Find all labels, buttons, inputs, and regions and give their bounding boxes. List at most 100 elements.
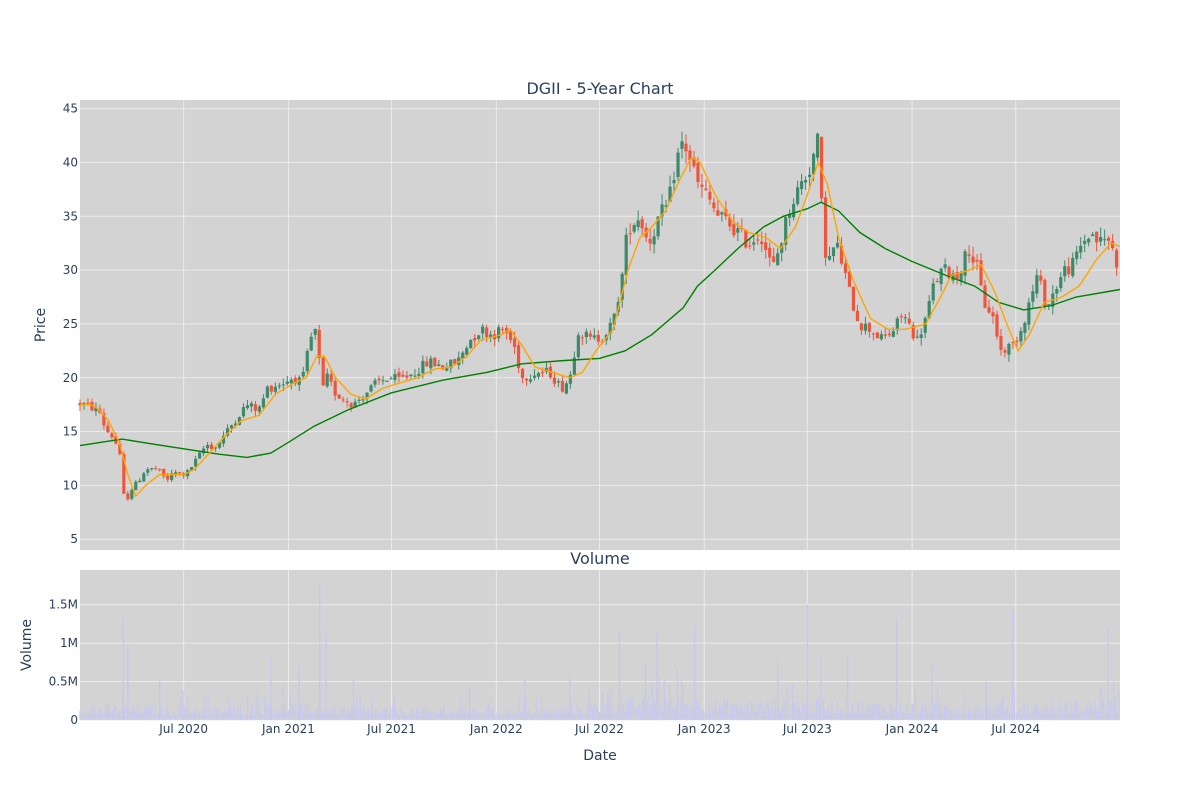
- volume-bar: [598, 712, 601, 720]
- volume-bar: [279, 712, 281, 720]
- candle-down: [700, 184, 704, 187]
- volume-bar: [168, 710, 170, 720]
- volume-spike-bar: [1011, 610, 1014, 720]
- volume-bar: [180, 695, 182, 720]
- volume-bar: [679, 712, 681, 720]
- volume-bar: [472, 707, 474, 720]
- volume-bar: [1046, 705, 1048, 720]
- volume-bar: [246, 698, 249, 720]
- volume-bar: [894, 707, 896, 720]
- price-y-tick: 25: [63, 317, 78, 331]
- date-x-tick: Jan 2021: [261, 722, 315, 736]
- volume-bar: [588, 689, 590, 720]
- volume-bar: [197, 714, 199, 720]
- volume-bar: [1024, 703, 1026, 720]
- volume-bar: [94, 708, 96, 720]
- volume-bar: [527, 712, 529, 720]
- volume-panel: 0 0.5M 1M 1.5M Jul 2020 Jan 2021 Jul 2021 Jan …: [19, 549, 1120, 764]
- candle-down: [126, 493, 130, 500]
- candle-down: [855, 310, 860, 322]
- volume-bar: [949, 709, 951, 720]
- candle-up: [624, 234, 628, 276]
- candle-up: [174, 472, 178, 475]
- volume-bar: [419, 710, 421, 720]
- volume-bar: [747, 700, 749, 720]
- volume-bar: [366, 707, 368, 720]
- candle-up: [939, 268, 943, 284]
- candle-down: [345, 401, 349, 403]
- candle-up: [943, 264, 947, 268]
- volume-bar: [511, 715, 513, 720]
- volume-bar: [940, 704, 942, 720]
- candle-up: [393, 374, 397, 380]
- candle-down: [875, 332, 879, 339]
- volume-bar: [556, 713, 558, 720]
- candle-down: [947, 267, 951, 279]
- volume-bar: [506, 713, 508, 720]
- volume-bar: [192, 714, 194, 720]
- candle-down: [935, 281, 939, 283]
- volume-bar: [330, 713, 332, 720]
- volume-bar: [258, 707, 261, 720]
- volume-bar: [426, 709, 428, 720]
- volume-bar: [381, 708, 384, 720]
- candle-up: [194, 458, 198, 467]
- candle-down: [851, 286, 856, 311]
- volume-bar: [990, 710, 992, 720]
- candle-up: [357, 399, 361, 401]
- volume-bar: [653, 700, 655, 720]
- candle-down: [995, 314, 999, 337]
- volume-bar: [113, 705, 115, 720]
- volume-bar: [392, 706, 394, 720]
- volume-bar: [880, 711, 882, 720]
- volume-bar: [744, 705, 746, 720]
- volume-bar: [1085, 706, 1087, 720]
- volume-bar: [248, 715, 250, 720]
- volume-bar: [1027, 704, 1029, 720]
- volume-bar: [950, 711, 953, 720]
- volume-bar: [810, 707, 812, 720]
- volume-bar: [624, 710, 626, 720]
- volume-bar: [607, 693, 609, 720]
- volume-bar: [643, 696, 645, 720]
- volume-bar: [633, 697, 635, 720]
- volume-bar: [501, 714, 503, 720]
- candle-up: [680, 141, 684, 149]
- volume-bar: [720, 707, 722, 720]
- candle-down: [640, 219, 644, 229]
- date-x-tick: Jul 2024: [990, 722, 1040, 736]
- candle-up: [1075, 251, 1079, 259]
- volume-bar: [646, 700, 648, 720]
- volume-bar: [327, 710, 329, 720]
- candle-up: [804, 179, 808, 183]
- volume-bar: [1068, 713, 1070, 720]
- volume-bar: [400, 707, 402, 720]
- candle-up: [800, 181, 804, 190]
- candle-down: [253, 404, 258, 411]
- volume-bar: [245, 713, 247, 720]
- volume-bar: [116, 713, 119, 720]
- volume-bar: [961, 711, 963, 720]
- long-moving-average-line: [79, 201, 1121, 459]
- volume-bar: [125, 706, 127, 720]
- volume-bar: [303, 711, 305, 720]
- volume-bar: [1003, 711, 1005, 720]
- volume-bar: [839, 709, 841, 720]
- volume-bar: [390, 707, 392, 720]
- volume-bar: [605, 703, 607, 720]
- candle-down: [269, 385, 273, 392]
- volume-bar: [865, 708, 867, 720]
- candle-down: [648, 238, 652, 244]
- candle-up: [221, 435, 226, 444]
- candle-up: [592, 335, 596, 338]
- candle-up: [237, 417, 242, 425]
- volume-bar: [920, 710, 922, 720]
- candle-down: [485, 327, 489, 338]
- volume-bar: [263, 696, 266, 720]
- volume-bar: [882, 706, 884, 720]
- volume-bar: [942, 712, 944, 720]
- volume-bar: [282, 685, 284, 720]
- volume-bar: [491, 707, 493, 720]
- candle-up: [811, 153, 816, 175]
- volume-bar: [310, 711, 312, 720]
